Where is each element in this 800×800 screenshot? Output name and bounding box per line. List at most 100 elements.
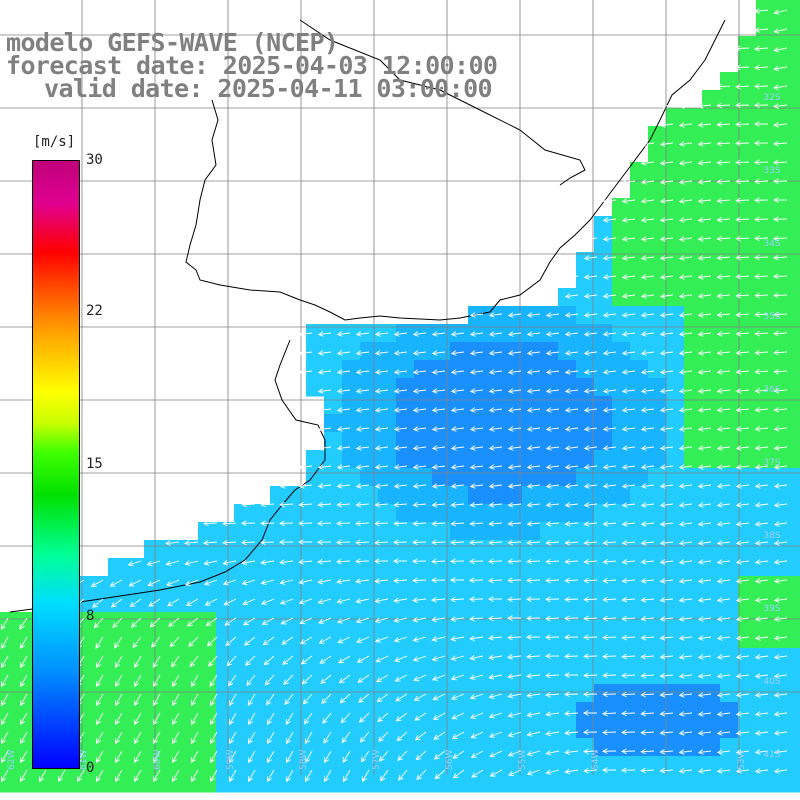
wind-arrow: [339, 693, 351, 704]
wind-arrow: [355, 407, 370, 413]
wind-speed-cell: [630, 450, 649, 469]
wind-speed-cell: [180, 774, 199, 793]
wind-speed-cell: [684, 720, 703, 739]
wind-speed-cell: [666, 450, 685, 469]
wind-speed-cell: [342, 558, 361, 577]
wind-arrow: [640, 141, 655, 147]
wind-speed-cell: [414, 702, 433, 721]
wind-speed-cell: [792, 108, 800, 127]
wind-arrow: [336, 578, 351, 585]
wind-speed-cell: [774, 288, 793, 307]
wind-speed-cell: [792, 162, 800, 181]
wind-speed-cell: [648, 306, 667, 325]
wind-speed-cell: [720, 252, 739, 271]
wind-speed-cell: [756, 756, 775, 775]
wind-speed-cell: [684, 648, 703, 667]
wind-arrow: [393, 539, 408, 546]
wind-arrow: [602, 502, 617, 508]
wind-arrow: [621, 710, 636, 717]
wind-speed-cell: [792, 450, 800, 469]
wind-speed-cell: [720, 522, 739, 541]
wind-speed-cell: [486, 666, 505, 685]
wind-speed-cell: [396, 522, 415, 541]
wind-arrow: [412, 655, 427, 662]
wind-speed-cell: [576, 450, 595, 469]
wind-speed-cell: [414, 666, 433, 685]
wind-speed-cell: [666, 540, 685, 559]
wind-speed-cell: [450, 450, 469, 469]
wind-arrow: [210, 693, 218, 707]
wind-speed-cell: [378, 594, 397, 613]
wind-arrow: [583, 388, 598, 394]
wind-speed-cell: [684, 468, 703, 487]
wind-speed-cell: [324, 648, 343, 667]
wind-arrow: [450, 558, 465, 565]
wind-speed-cell: [288, 684, 307, 703]
wind-arrow: [697, 350, 712, 356]
wind-speed-cell: [792, 432, 800, 451]
wind-speed-cell: [630, 324, 649, 343]
longitude-label: 58W: [299, 750, 309, 770]
wind-speed-cell: [288, 666, 307, 685]
wind-speed-cell: [198, 558, 217, 577]
wind-arrow: [602, 350, 617, 356]
wind-speed-cell: [450, 468, 469, 487]
wind-speed-cell: [270, 522, 289, 541]
wind-speed-cell: [756, 18, 775, 37]
wind-speed-cell: [666, 630, 685, 649]
wind-arrow: [267, 769, 275, 783]
wind-arrow: [773, 749, 788, 755]
wind-arrow: [90, 579, 104, 587]
wind-speed-cell: [720, 396, 739, 415]
wind-speed-cell: [270, 756, 289, 775]
wind-speed-cell: [684, 342, 703, 361]
wind-arrow: [317, 445, 332, 451]
wind-arrow: [488, 369, 503, 375]
wind-speed-cell: [630, 504, 649, 523]
wind-arrow: [114, 636, 123, 649]
wind-speed-cell: [756, 288, 775, 307]
wind-speed-cell: [684, 216, 703, 235]
wind-arrow: [526, 369, 541, 375]
latitude-label: 36S: [763, 385, 780, 395]
wind-arrow: [115, 712, 123, 726]
wind-speed-cell: [414, 522, 433, 541]
wind-speed-cell: [342, 594, 361, 613]
wind-arrow: [285, 712, 294, 725]
wind-arrow: [374, 407, 389, 413]
wind-arrow: [659, 464, 674, 470]
wind-arrow: [602, 767, 617, 773]
wind-arrow: [300, 655, 313, 665]
wind-arrow: [298, 501, 313, 508]
wind-arrow: [602, 274, 617, 280]
wind-speed-cell: [18, 738, 37, 757]
wind-speed-cell: [612, 756, 631, 775]
wind-speed-cell: [18, 648, 37, 667]
wind-speed-cell: [432, 414, 451, 433]
wind-arrow: [248, 712, 256, 726]
wind-speed-cell: [108, 666, 127, 685]
wind-arrow: [602, 293, 617, 299]
wind-arrow: [564, 615, 579, 622]
wind-arrow: [564, 483, 579, 489]
wind-speed-cell: [180, 648, 199, 667]
wind-speed-cell: [576, 558, 595, 577]
wind-arrow: [678, 730, 693, 736]
wind-speed-cell: [738, 288, 757, 307]
wind-arrow: [416, 769, 427, 781]
wind-arrow: [298, 483, 313, 489]
wind-arrow: [640, 464, 655, 470]
wind-arrow: [337, 636, 351, 644]
wind-arrow: [229, 731, 237, 745]
wind-speed-cell: [702, 234, 721, 253]
wind-arrow: [716, 293, 731, 299]
wind-arrow: [128, 579, 142, 587]
wind-speed-cell: [648, 468, 667, 487]
wind-arrow: [640, 331, 655, 337]
wind-arrow: [773, 502, 788, 508]
wind-arrow: [735, 483, 750, 489]
wind-speed-cell: [378, 486, 397, 505]
wind-speed-cell: [108, 594, 127, 613]
wind-speed-cell: [594, 576, 613, 595]
wind-speed-cell: [360, 702, 379, 721]
